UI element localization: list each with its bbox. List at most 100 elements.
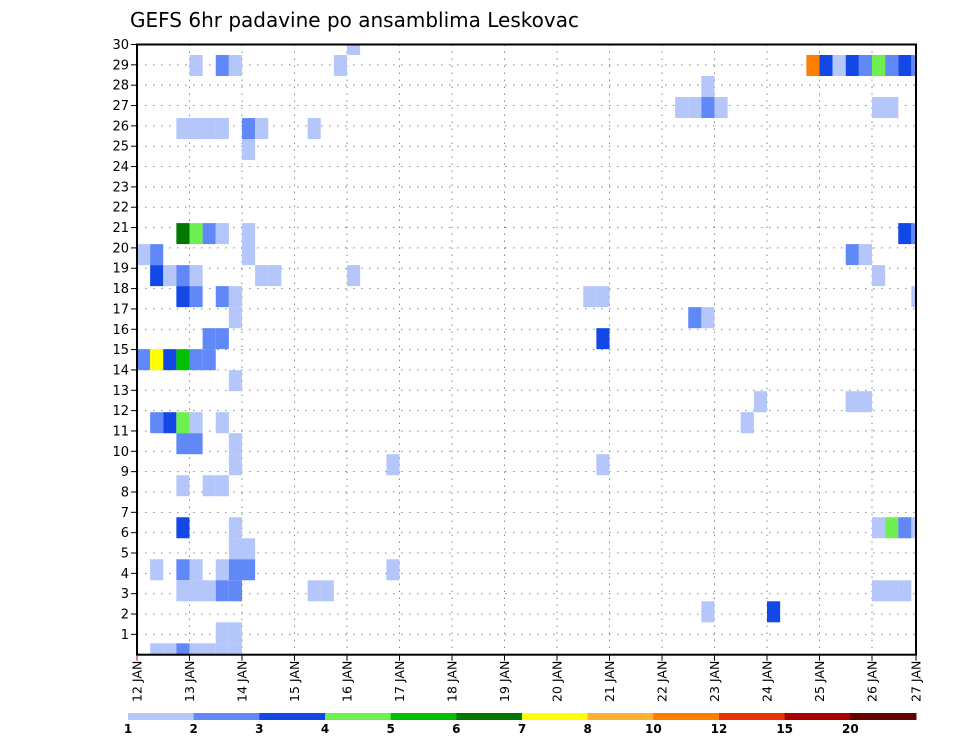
y-tick-label: 2 [121, 608, 129, 623]
data-cell [242, 118, 256, 140]
data-cell [307, 580, 321, 602]
y-tick-label: 12 [112, 404, 129, 419]
data-cell [228, 307, 242, 329]
data-cell [176, 580, 190, 602]
y-tick-label: 3 [121, 587, 129, 602]
y-tick-label: 14 [112, 363, 129, 378]
data-cell [150, 265, 164, 287]
y-tick-label: 7 [121, 506, 129, 521]
data-cell [163, 349, 177, 371]
data-cell [714, 97, 728, 119]
data-cell [150, 244, 164, 266]
data-cell [242, 559, 256, 581]
data-cell [215, 328, 229, 350]
y-tick-label: 19 [112, 262, 129, 277]
y-tick-label: 4 [121, 567, 129, 582]
x-tick-label: 15 JAN [287, 661, 302, 702]
x-tick-label: 22 JAN [655, 661, 670, 702]
y-tick-label: 9 [121, 465, 129, 480]
data-cell [202, 580, 216, 602]
data-cell [228, 538, 242, 560]
legend-label: 15 [776, 722, 793, 736]
y-tick-label: 21 [112, 221, 129, 236]
y-tick-label: 17 [112, 302, 129, 317]
data-cell [872, 580, 886, 602]
data-cell [228, 517, 242, 539]
legend-label: 10 [645, 722, 662, 736]
x-tick-label: 24 JAN [760, 661, 775, 702]
data-cell [688, 307, 702, 329]
data-cell [898, 55, 912, 77]
data-cell [189, 559, 203, 581]
legend-label: 12 [711, 722, 728, 736]
data-cell [176, 118, 190, 140]
data-cell [242, 538, 256, 560]
data-cell [242, 223, 256, 245]
data-cell [215, 412, 229, 434]
data-cell [189, 118, 203, 140]
data-cell [150, 643, 164, 655]
data-cell [911, 55, 916, 77]
data-cell [176, 286, 190, 308]
data-cell [189, 349, 203, 371]
legend-swatch [850, 713, 917, 720]
y-tick-label: 18 [112, 282, 129, 297]
data-cell [872, 97, 886, 119]
data-cell [885, 517, 899, 539]
y-tick-label: 27 [112, 99, 129, 114]
data-cell [228, 643, 242, 655]
data-cell [858, 244, 872, 266]
data-cell [202, 349, 216, 371]
y-axis: 1234567891011121314151617181920212223242… [112, 38, 137, 643]
legend-label: 4 [321, 722, 329, 736]
data-cell [885, 55, 899, 77]
data-cell [898, 580, 912, 602]
data-cell [911, 286, 916, 308]
data-cell [215, 559, 229, 581]
data-cell [819, 55, 833, 77]
data-cell [228, 286, 242, 308]
data-cell [215, 475, 229, 497]
y-tick-label: 22 [112, 201, 129, 216]
legend-swatch [587, 713, 654, 720]
data-cell [215, 55, 229, 77]
legend-swatch [193, 713, 260, 720]
data-cell [767, 601, 781, 623]
x-tick-label: 25 JAN [812, 661, 827, 702]
data-cell [189, 55, 203, 77]
x-tick-label: 13 JAN [182, 661, 197, 702]
data-cell [701, 307, 715, 329]
data-cell [806, 55, 820, 77]
y-tick-label: 15 [112, 343, 129, 358]
data-cell [858, 55, 872, 77]
data-cell [845, 391, 859, 413]
data-cell [150, 349, 164, 371]
data-cell [583, 286, 597, 308]
data-cell [596, 454, 610, 476]
data-cell [228, 559, 242, 581]
data-cell [176, 412, 190, 434]
x-tick-label: 19 JAN [497, 661, 512, 702]
x-axis: 12 JAN 13 JAN 14 JAN 15 JAN 16 JAN 17 JAN 18 J… [130, 654, 924, 702]
data-cell [898, 223, 912, 245]
grid-lines [137, 44, 916, 655]
data-cell [307, 118, 321, 140]
data-cell [242, 139, 256, 161]
data-cell [255, 118, 269, 140]
data-cell [333, 55, 347, 77]
data-cells [137, 44, 916, 655]
y-tick-label: 29 [112, 58, 129, 73]
data-cell [347, 44, 361, 56]
data-cell [898, 517, 912, 539]
legend-label: 6 [452, 722, 460, 736]
data-cell [701, 76, 715, 98]
x-tick-label: 14 JAN [235, 661, 250, 702]
data-cell [885, 580, 899, 602]
data-cell [228, 580, 242, 602]
data-cell [242, 244, 256, 266]
y-tick-label: 23 [112, 180, 129, 195]
data-cell [688, 97, 702, 119]
x-tick-label: 12 JAN [130, 661, 145, 702]
x-tick-label: 21 JAN [602, 661, 617, 702]
